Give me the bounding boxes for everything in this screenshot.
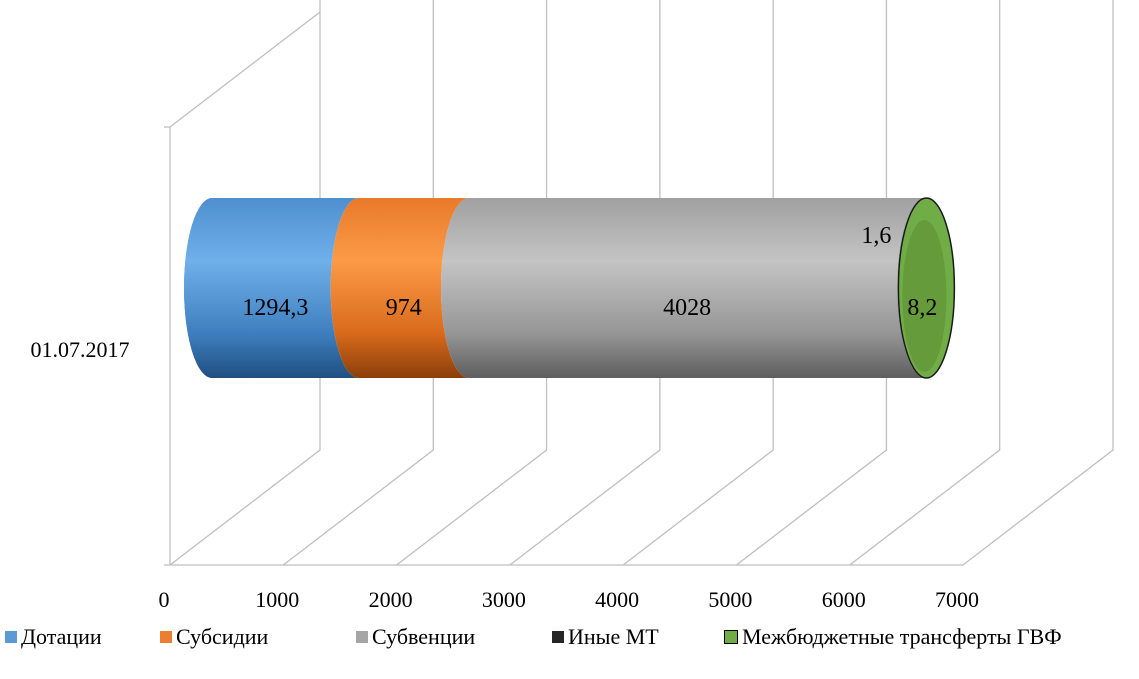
- gridline: [849, 0, 1001, 566]
- gridline: [396, 0, 548, 566]
- legend-item: Межбюджетные трансферты ГВФ: [724, 624, 1062, 650]
- axes: 0 1000 2000 3000 4000 5000 6000 7000 01.07.2017: [31, 126, 979, 612]
- category-label: 01.07.2017: [31, 337, 130, 362]
- bar-start-cap: [184, 198, 212, 378]
- legend-swatch: [5, 631, 17, 643]
- data-label: 4028: [663, 295, 711, 321]
- x-tick-label: 3000: [482, 587, 526, 612]
- legend-swatch: [356, 631, 368, 643]
- x-tick-label: 4000: [595, 587, 639, 612]
- legend-label: Субвенции: [372, 624, 476, 649]
- x-tick-label: 0: [159, 587, 170, 612]
- bar-segment-2: [440, 198, 926, 378]
- gridlines: [169, 0, 1114, 566]
- legend-label: Субсидии: [176, 624, 269, 649]
- legend-swatch: [160, 631, 172, 643]
- gridline: [282, 0, 434, 566]
- legend-item: Иные МТ: [552, 624, 659, 650]
- wall-edge: [169, 11, 321, 128]
- x-tick-label: 7000: [935, 587, 979, 612]
- bar-segment-1: [330, 198, 469, 378]
- gridline: [962, 0, 1114, 566]
- gridline: [736, 0, 888, 566]
- legend: Дотации Субсидии Субвенции Иные МТ Межбюджет…: [0, 624, 1139, 664]
- bars: [184, 197, 956, 379]
- legend-swatch: [552, 631, 564, 643]
- x-tick-label: 2000: [369, 587, 413, 612]
- data-labels: 1294,3 974 4028 1,6 8,2: [242, 223, 937, 321]
- gridline: [622, 0, 774, 566]
- legend-label: Дотации: [21, 624, 102, 649]
- data-label: 974: [386, 295, 422, 321]
- x-tick-label: 5000: [708, 587, 752, 612]
- chart-area: 0 1000 2000 3000 4000 5000 6000 700001.07.2017 …: [31, 0, 1114, 612]
- bar-segment-0: [184, 198, 359, 378]
- bar-end-cap-shade: [902, 220, 947, 372]
- gridline: [509, 0, 661, 566]
- legend-label: Межбюджетные трансферты ГВФ: [742, 624, 1062, 649]
- data-label: 1294,3: [242, 295, 308, 321]
- data-label: 1,6: [861, 223, 891, 249]
- legend-swatch: [724, 630, 738, 644]
- legend-label: Иные МТ: [568, 624, 659, 649]
- gridline: [169, 0, 321, 566]
- data-label: 8,2: [907, 295, 937, 321]
- x-tick-label: 6000: [822, 587, 866, 612]
- legend-item: Субсидии: [160, 624, 268, 650]
- legend-item: Дотации: [5, 624, 102, 650]
- legend-item: Субвенции: [356, 624, 475, 650]
- x-tick-label: 1000: [255, 587, 299, 612]
